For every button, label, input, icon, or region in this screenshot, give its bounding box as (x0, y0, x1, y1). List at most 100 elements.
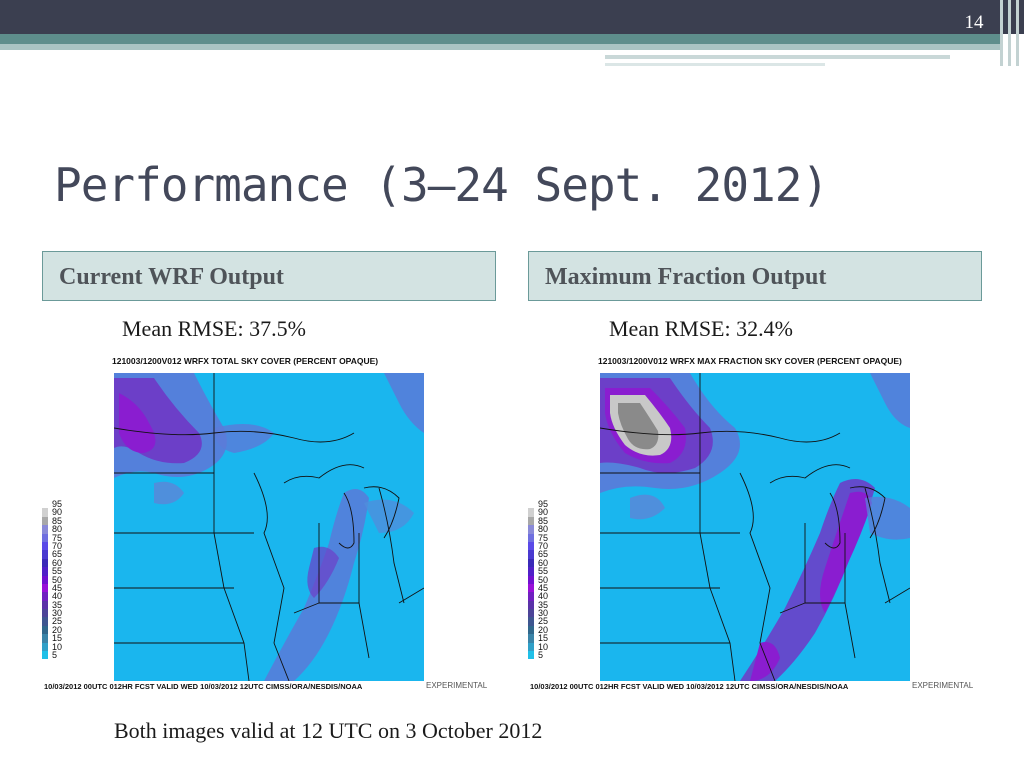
vertical-accent (1016, 0, 1019, 66)
map-title: 121003/1200V012 WRFX TOTAL SKY COVER (PE… (112, 356, 379, 366)
legend-swatch (528, 516, 534, 526)
cloud-area (364, 499, 414, 533)
legend-entry: 50 (40, 575, 70, 585)
legend-entry: 70 (40, 540, 70, 551)
legend-entry: 45 (526, 582, 556, 593)
legend-swatch (528, 567, 534, 576)
legend-entry: 85 (526, 515, 556, 526)
legend-entry: 10 (526, 642, 556, 652)
legend-entry: 5 (526, 650, 556, 661)
rmse-current-wrf: Mean RMSE: 37.5% (122, 316, 306, 341)
legend-swatch (528, 575, 534, 584)
legend-swatch (528, 609, 534, 618)
legend-entry: 30 (526, 608, 556, 618)
legend-swatch (42, 600, 48, 610)
legend-label: 15 (538, 633, 549, 644)
legend-entry: 80 (40, 524, 70, 535)
legend-entry: 15 (40, 633, 70, 643)
legend-entry: 20 (40, 624, 70, 635)
legend-swatch (528, 651, 534, 660)
legend-label: 85 (52, 515, 63, 526)
overcast-area (618, 403, 659, 450)
legend-entry: 15 (526, 633, 556, 644)
legend-swatch (528, 533, 534, 542)
legend-swatch (42, 525, 48, 534)
legend-label: 35 (52, 599, 63, 610)
legend-swatch (528, 550, 534, 559)
cloud-area (750, 642, 780, 681)
legend-swatch (528, 583, 534, 593)
legend-swatch (42, 516, 48, 526)
legend-swatch (42, 609, 48, 618)
header-max-fraction: Maximum Fraction Output (528, 251, 982, 301)
legend-entry: 70 (526, 540, 556, 551)
vertical-accent (1000, 0, 1003, 66)
legend-swatch (528, 558, 534, 568)
legend-entry: 5 (40, 650, 70, 660)
legend-label: 85 (538, 515, 549, 526)
legend-swatch (528, 600, 534, 610)
legend-entry: 40 (526, 591, 556, 602)
legend-swatch (42, 625, 48, 635)
legend-swatch (42, 592, 48, 601)
legend-label: 20 (538, 624, 549, 635)
legend-label: 75 (538, 532, 549, 543)
legend-label: 25 (52, 616, 63, 627)
legend-label: 80 (538, 524, 549, 535)
legend-label: 95 (52, 499, 63, 509)
legend-label: 40 (538, 591, 549, 602)
map-panel-current-wrf: 121003/1200V012 WRFX TOTAL SKY COVER (PE… (40, 352, 500, 696)
legend-swatch (42, 575, 48, 584)
legend-label: 45 (538, 582, 549, 593)
cloud-area (820, 491, 872, 613)
legend-label: 30 (52, 608, 63, 619)
cloud-area (870, 373, 910, 428)
legend-label: 60 (538, 557, 549, 568)
legend-swatch (528, 541, 534, 551)
legend-swatch (42, 541, 48, 551)
color-legend: 95 90 85 80 75 70 65 60 55 50 45 40 35 30 25 20 15 10 5 (40, 499, 70, 660)
cloud-area (119, 393, 156, 453)
legend-entry: 50 (526, 575, 556, 585)
map-panel-max-fraction: 121003/1200V012 WRFX MAX FRACTION SKY CO… (526, 352, 986, 696)
legend-label: 45 (52, 582, 63, 593)
experimental-label: EXPERIMENTAL (912, 681, 974, 690)
accent-line (605, 55, 950, 59)
accent-bar (0, 34, 1000, 44)
legend-entry: 75 (526, 532, 556, 543)
legend-label: 70 (52, 540, 63, 551)
legend-label: 65 (52, 549, 63, 560)
legend-label: 60 (52, 557, 63, 568)
legend-label: 25 (538, 616, 549, 627)
slide-number: 14 (964, 12, 984, 33)
legend-label: 40 (52, 591, 63, 602)
cloud-area (865, 496, 910, 540)
legend-label: 75 (52, 532, 63, 543)
cloud-area (307, 546, 339, 598)
legend-swatch (42, 558, 48, 568)
legend-label: 20 (52, 624, 63, 635)
legend-swatch (42, 508, 48, 517)
legend-entry: 65 (40, 549, 70, 560)
legend-entry: 35 (526, 600, 556, 610)
legend-swatch (42, 583, 48, 593)
legend-label: 5 (538, 650, 544, 661)
legend-entry: 10 (40, 641, 70, 652)
accent-line-short (605, 63, 825, 66)
legend-label: 80 (52, 524, 63, 535)
legend-entry: 75 (40, 532, 70, 543)
legend-label: 55 (52, 566, 63, 577)
legend-entry: 95 (40, 499, 70, 509)
legend-swatch (42, 642, 48, 652)
cloud-area (630, 494, 665, 520)
legend-label: 10 (52, 641, 63, 652)
legend-label: 70 (538, 540, 549, 551)
map-footer: 10/03/2012 00UTC 012HR FCST VALID WED 10… (530, 682, 849, 691)
legend-swatch (528, 617, 534, 626)
map-footer: 10/03/2012 00UTC 012HR FCST VALID WED 10… (44, 682, 363, 691)
vertical-accent (1008, 0, 1011, 66)
map-title: 121003/1200V012 WRFX MAX FRACTION SKY CO… (598, 356, 902, 366)
legend-entry: 90 (526, 507, 556, 517)
legend-entry: 65 (526, 549, 556, 559)
legend-entry: 55 (526, 566, 556, 576)
